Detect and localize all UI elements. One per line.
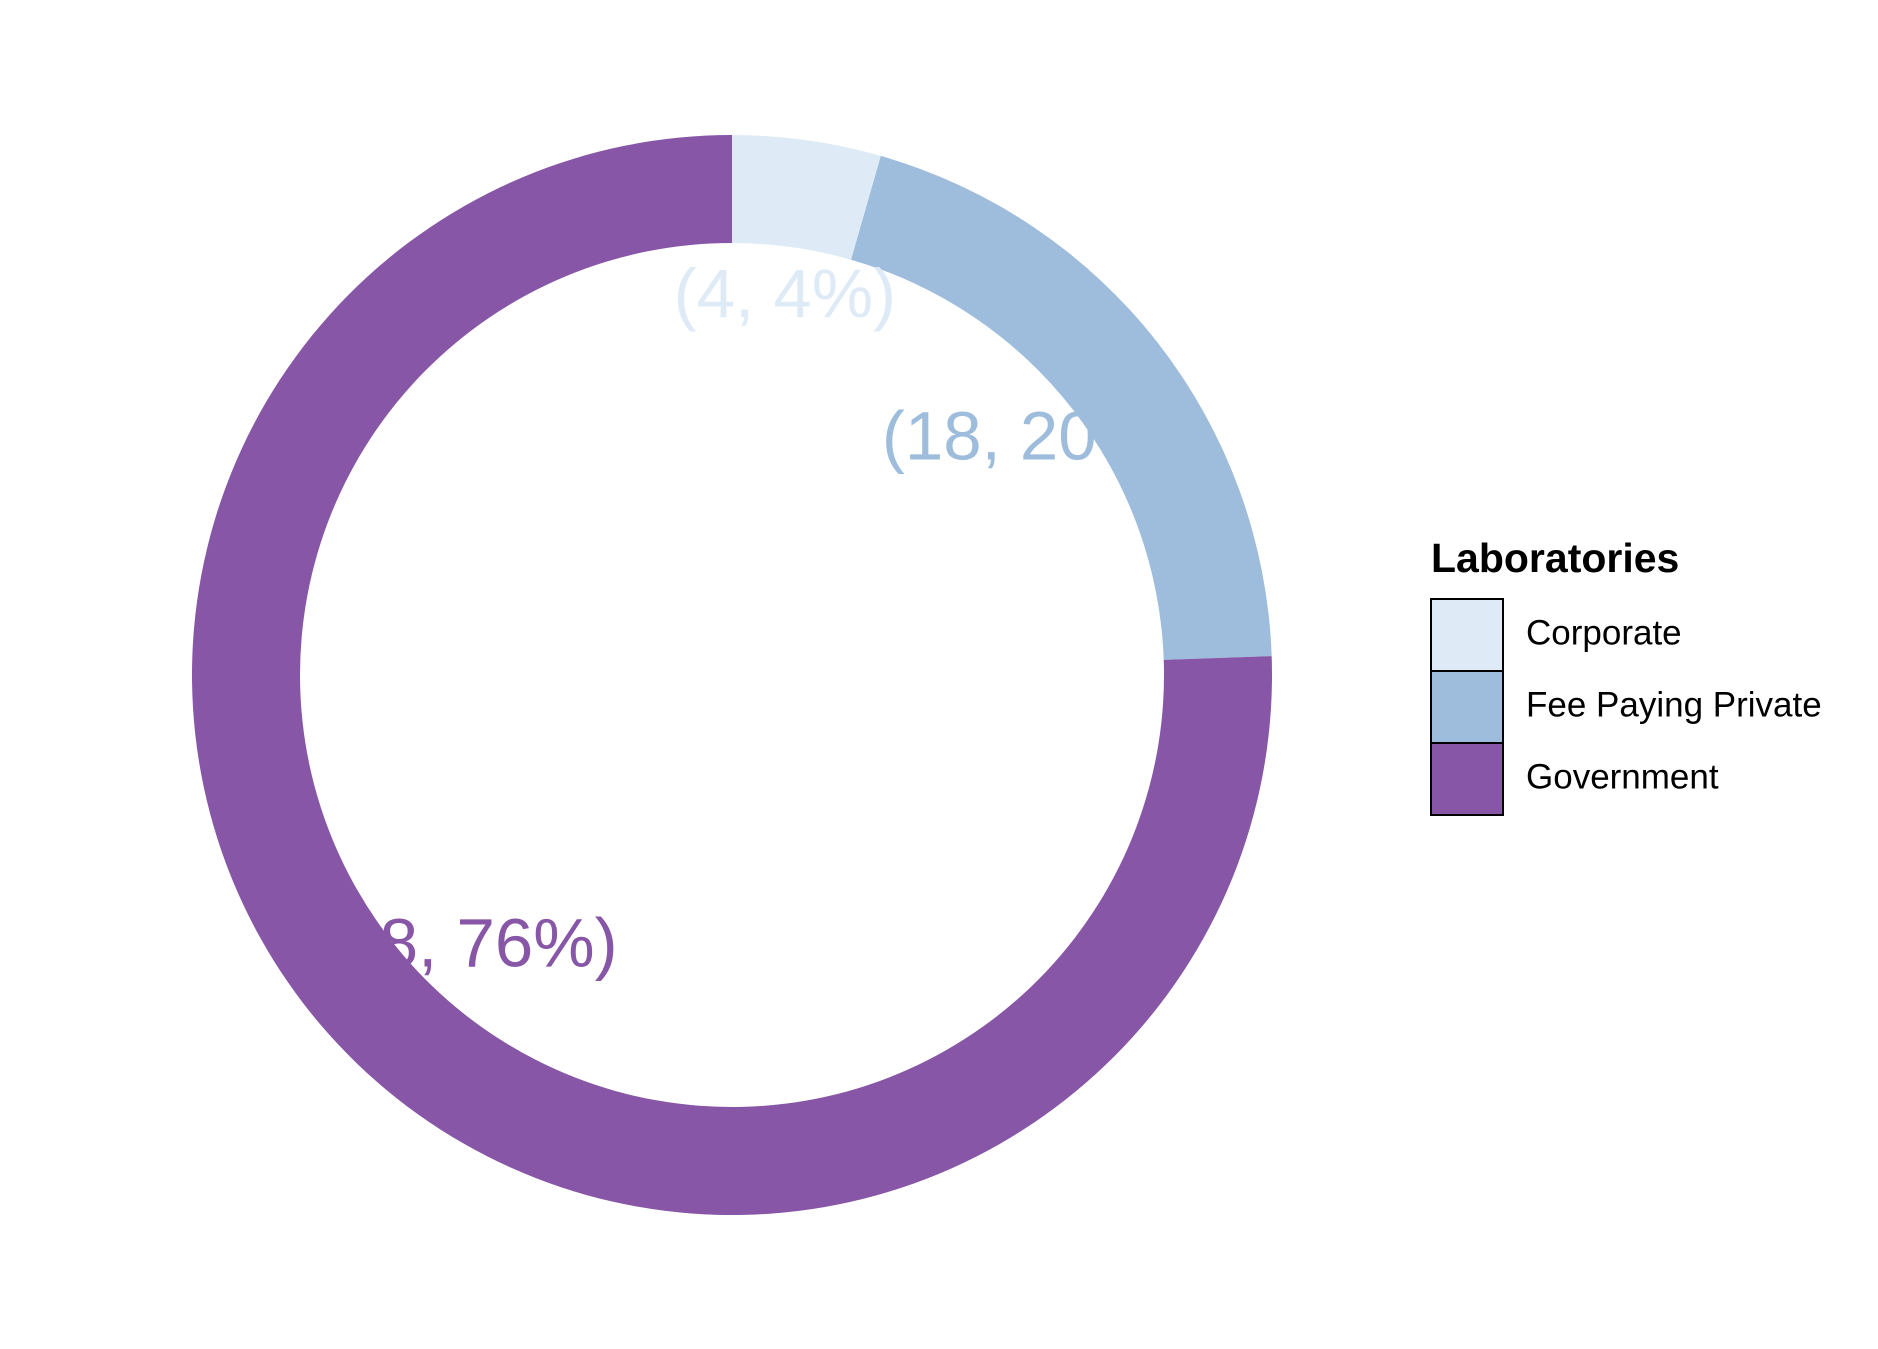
slice-label-corporate: (4, 4%) — [674, 255, 896, 332]
slice-label-fee-paying-private: (18, 20%) — [882, 397, 1181, 474]
legend-label-corporate: Corporate — [1526, 613, 1682, 652]
slice-corporate — [732, 135, 881, 260]
legend-title: Laboratories — [1431, 535, 1679, 581]
slice-fee-paying-private — [851, 155, 1272, 660]
slice-labels: (4, 4%) (18, 20%) (68, 76%) — [318, 255, 1181, 982]
legend-key-government — [1430, 742, 1504, 816]
legend: Laboratories Corporate Fee Paying Private… — [1430, 535, 1822, 816]
slice-label-government: (68, 76%) — [318, 905, 617, 982]
legend-label-fee-paying-private: Fee Paying Private — [1526, 685, 1822, 724]
legend-key-corporate — [1430, 598, 1504, 672]
legend-key-fee-paying-private — [1430, 670, 1504, 744]
legend-label-government: Government — [1526, 757, 1719, 796]
slices — [192, 135, 1273, 1215]
